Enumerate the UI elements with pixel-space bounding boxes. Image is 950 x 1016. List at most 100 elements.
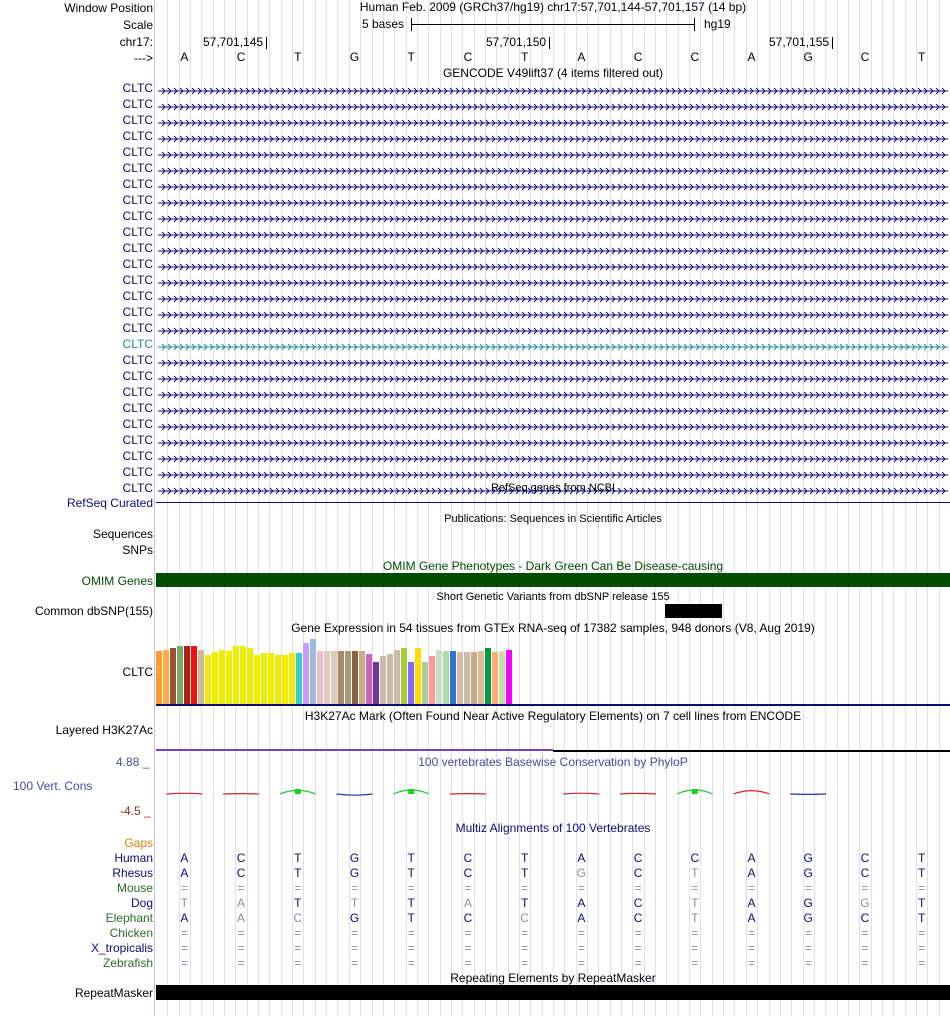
gtex-tissue-bar[interactable] [163,650,169,704]
gtex-tissue-bar[interactable] [485,648,491,704]
gencode-gene-label[interactable]: CLTC [123,241,153,255]
gtex-tissue-bar[interactable] [394,650,400,704]
gtex-tissue-bar[interactable] [198,650,204,704]
gencode-gene-label[interactable]: CLTC [123,305,153,319]
gaps-label[interactable]: Gaps [124,836,153,850]
multiz-track-title[interactable]: Multiz Alignments of 100 Vertebrates [156,821,950,835]
gtex-tissue-bar[interactable] [331,651,337,704]
publications-snps-label[interactable]: SNPs [122,543,153,557]
gtex-tissue-bar[interactable] [261,653,267,704]
gtex-tissue-bar[interactable] [415,648,421,704]
gtex-tissue-bar[interactable] [429,656,435,704]
species-label[interactable]: X_tropicalis [91,941,153,955]
repeatmasker-label[interactable]: RepeatMasker [75,986,153,1000]
gtex-tissue-bar[interactable] [303,643,309,704]
gtex-tissue-bar[interactable] [177,646,183,704]
cons-track-title[interactable]: 100 vertebrates Basewise Conservation by… [156,755,950,769]
gencode-gene-label[interactable]: CLTC [123,257,153,271]
gtex-tissue-bar[interactable] [324,651,330,704]
gencode-gene-label[interactable]: CLTC [123,417,153,431]
gtex-tissue-bar[interactable] [499,651,505,704]
gencode-transcript[interactable] [158,84,948,92]
gencode-gene-label[interactable]: CLTC [123,129,153,143]
gtex-tissue-bar[interactable] [212,652,218,704]
species-label[interactable]: Mouse [117,881,153,895]
gencode-transcript[interactable] [158,116,948,124]
refseq-track-title[interactable]: RefSeq genes from NCBI [156,481,950,495]
gtex-tissue-bar[interactable] [233,646,239,704]
gtex-tissue-bar[interactable] [373,662,379,704]
gencode-gene-label[interactable]: CLTC [123,81,153,95]
gtex-tissue-bar[interactable] [450,651,456,704]
gtex-tissue-bar[interactable] [380,656,386,704]
gencode-gene-label[interactable]: CLTC [123,289,153,303]
omim-gene-bar[interactable] [156,573,950,587]
gencode-transcript[interactable] [158,260,948,268]
species-label[interactable]: Chicken [110,926,153,940]
gtex-tissue-bar[interactable] [492,652,498,704]
gtex-tissue-bar[interactable] [219,650,225,704]
gencode-transcript[interactable] [158,404,948,412]
gencode-transcript[interactable] [158,308,948,316]
gtex-tissue-bar[interactable] [422,662,428,704]
gtex-tissue-bar[interactable] [387,654,393,704]
gtex-tissue-bar[interactable] [226,651,232,704]
gtex-bar-chart[interactable] [156,636,536,704]
gencode-transcript[interactable] [158,468,948,476]
gencode-gene-label[interactable]: CLTC [123,161,153,175]
gencode-transcript[interactable] [158,100,948,108]
gencode-transcript[interactable] [158,164,948,172]
gencode-gene-label[interactable]: CLTC [123,193,153,207]
gencode-gene-label[interactable]: CLTC [123,321,153,335]
gtex-tissue-bar[interactable] [317,651,323,704]
gencode-gene-label[interactable]: CLTC [123,225,153,239]
gencode-gene-label[interactable]: CLTC [123,353,153,367]
gtex-label[interactable]: CLTC [123,665,153,679]
gtex-tissue-bar[interactable] [191,646,197,704]
gencode-transcript[interactable] [158,276,948,284]
gencode-gene-label[interactable]: CLTC [123,209,153,223]
gencode-gene-label[interactable]: CLTC [123,113,153,127]
gtex-tissue-bar[interactable] [366,654,372,704]
species-label[interactable]: Human [114,851,153,865]
gtex-tissue-bar[interactable] [310,639,316,704]
h3k27ac-track-title[interactable]: H3K27Ac Mark (Often Found Near Active Re… [156,709,950,723]
cons-label[interactable]: 100 Vert. Cons [13,779,92,793]
gtex-track-title[interactable]: Gene Expression in 54 tissues from GTEx … [156,621,950,635]
gtex-tissue-bar[interactable] [240,646,246,704]
gencode-transcript[interactable] [158,356,948,364]
gtex-tissue-bar[interactable] [506,650,512,704]
gtex-tissue-bar[interactable] [275,655,281,704]
gencode-gene-label[interactable]: CLTC [123,145,153,159]
omim-label[interactable]: OMIM Genes [82,574,153,588]
gencode-transcript[interactable] [158,292,948,300]
gencode-transcript[interactable] [158,180,948,188]
gtex-tissue-bar[interactable] [254,655,260,704]
publications-track-title[interactable]: Publications: Sequences in Scientific Ar… [156,512,950,526]
omim-track-title[interactable]: OMIM Gene Phenotypes - Dark Green Can Be… [156,559,950,573]
gencode-gene-label[interactable]: CLTC [123,433,153,447]
species-label[interactable]: Zebrafish [103,956,153,970]
gtex-tissue-bar[interactable] [282,655,288,704]
gtex-tissue-bar[interactable] [457,652,463,704]
gencode-transcript[interactable] [158,148,948,156]
gencode-transcript[interactable] [158,324,948,332]
gencode-transcript[interactable] [158,196,948,204]
gtex-tissue-bar[interactable] [338,651,344,704]
cons-plot[interactable] [156,770,950,820]
gencode-transcript[interactable] [158,132,948,140]
gencode-transcript[interactable] [158,420,948,428]
h3k27ac-label[interactable]: Layered H3K27Ac [56,723,153,737]
gencode-transcript[interactable] [158,452,948,460]
gtex-tissue-bar[interactable] [464,652,470,704]
gtex-tissue-bar[interactable] [443,651,449,704]
gtex-tissue-bar[interactable] [156,651,162,704]
species-label[interactable]: Rhesus [112,866,153,880]
gencode-gene-label[interactable]: CLTC [123,401,153,415]
gtex-tissue-bar[interactable] [401,648,407,704]
gencode-track-title[interactable]: GENCODE V49lift37 (4 items filtered out) [156,66,950,80]
gtex-tissue-bar[interactable] [184,646,190,704]
gencode-gene-label[interactable]: CLTC [123,337,153,351]
refseq-label[interactable]: RefSeq Curated [67,496,153,510]
